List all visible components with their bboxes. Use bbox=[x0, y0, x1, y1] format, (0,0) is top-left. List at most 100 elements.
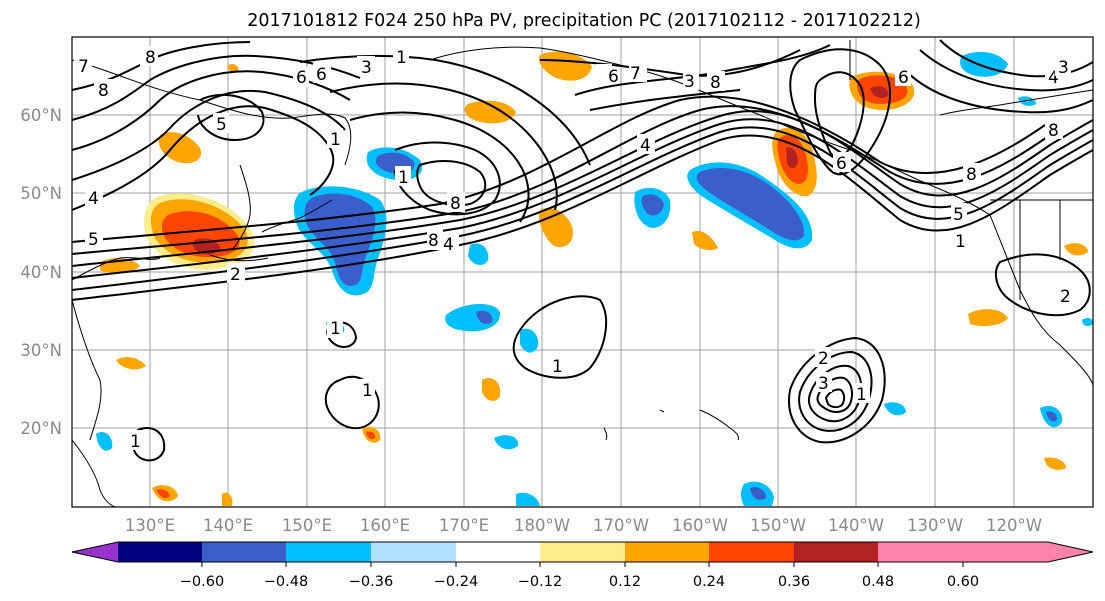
precip-area bbox=[445, 304, 501, 332]
contour-label: 8 bbox=[1048, 121, 1059, 141]
precip-area bbox=[222, 492, 233, 506]
lon-axis: 130°E 140°E 150°E 160°E 170°E 180°W 170°… bbox=[125, 516, 1042, 535]
contour-label: 6 bbox=[898, 68, 909, 88]
precip-area bbox=[366, 431, 376, 440]
contour-label: 4 bbox=[1048, 68, 1059, 88]
label-mask bbox=[629, 62, 647, 82]
precip-area bbox=[464, 100, 516, 124]
precip-area bbox=[968, 309, 1008, 326]
precip-area bbox=[468, 243, 489, 265]
precip-area bbox=[516, 492, 540, 506]
colorbar-extend-min bbox=[72, 542, 118, 562]
colorbar-tick-label: −0.36 bbox=[349, 574, 393, 590]
contour-label: 2 bbox=[818, 349, 829, 369]
precip-area bbox=[538, 51, 592, 81]
label-mask bbox=[683, 70, 699, 90]
contour-label: 1 bbox=[330, 319, 341, 339]
precip-area bbox=[692, 230, 718, 251]
label-mask bbox=[85, 187, 103, 207]
label-mask bbox=[94, 79, 112, 99]
label-mask bbox=[359, 379, 375, 399]
precip-area bbox=[1018, 96, 1036, 106]
label-mask bbox=[963, 163, 981, 183]
precip-area bbox=[476, 310, 493, 324]
contour-label: 1 bbox=[130, 432, 141, 452]
contour-label: 6 bbox=[836, 154, 847, 174]
colorbar-tick-label: 0.24 bbox=[693, 574, 725, 590]
label-mask bbox=[707, 71, 725, 91]
colorbar-tick-label: 0.60 bbox=[947, 574, 979, 590]
precip-area bbox=[1046, 411, 1058, 422]
lat-label: 40°N bbox=[20, 263, 62, 282]
colorbar-segment bbox=[878, 542, 963, 562]
map-frame bbox=[71, 36, 1094, 508]
precip-area bbox=[116, 357, 146, 370]
colorbar-tick-label: 0.48 bbox=[862, 574, 894, 590]
label-mask bbox=[213, 113, 229, 133]
colorbar-segment bbox=[286, 542, 371, 562]
contour-label: 3 bbox=[1058, 58, 1069, 78]
contour-label: 1 bbox=[398, 168, 409, 188]
contour-label: 2 bbox=[1060, 287, 1071, 307]
pv-contours bbox=[71, 39, 1094, 462]
contour-label: 1 bbox=[330, 130, 341, 150]
precip-area bbox=[161, 211, 240, 258]
precip-area bbox=[494, 435, 519, 450]
precip-area bbox=[1064, 243, 1088, 256]
colorbar-segment bbox=[709, 542, 794, 562]
precip-area bbox=[641, 194, 664, 216]
lat-axis: 60°N 50°N 40°N 30°N 20°N bbox=[20, 106, 62, 438]
label-mask bbox=[854, 383, 870, 403]
contour-label: 1 bbox=[362, 381, 373, 401]
lon-label: 160°E bbox=[360, 516, 410, 535]
contour-label: 3 bbox=[361, 58, 372, 78]
lat-label: 30°N bbox=[20, 341, 62, 360]
label-mask bbox=[895, 66, 911, 86]
label-mask bbox=[127, 430, 143, 450]
precip-area bbox=[1044, 457, 1066, 470]
colorbar-tick-label: −0.48 bbox=[264, 574, 308, 590]
label-mask bbox=[395, 166, 411, 186]
label-mask bbox=[293, 67, 309, 87]
lon-label: 170°W bbox=[593, 516, 649, 535]
contour-label: 4 bbox=[88, 189, 99, 209]
colorbar-segment bbox=[118, 542, 202, 562]
label-mask bbox=[1057, 285, 1075, 305]
precip-area bbox=[520, 328, 539, 353]
label-mask bbox=[140, 46, 158, 66]
label-mask bbox=[327, 128, 343, 148]
colorbar-segment bbox=[540, 542, 625, 562]
contour-label: 6 bbox=[316, 65, 327, 85]
contour-label: 1 bbox=[552, 357, 563, 377]
label-mask bbox=[1045, 119, 1063, 139]
label-mask bbox=[313, 63, 331, 83]
contour-label: 5 bbox=[953, 205, 964, 225]
colorbar-tick-label: −0.60 bbox=[180, 574, 224, 590]
contour-label: 8 bbox=[428, 231, 439, 251]
label-mask bbox=[951, 203, 967, 223]
label-mask bbox=[357, 56, 375, 76]
contour-label: 6 bbox=[296, 68, 307, 88]
label-mask bbox=[816, 372, 832, 392]
precip-area bbox=[884, 402, 906, 416]
label-mask bbox=[74, 54, 92, 74]
label-mask bbox=[85, 228, 103, 248]
lon-label: 170°E bbox=[439, 516, 489, 535]
label-mask bbox=[443, 234, 459, 254]
label-mask bbox=[953, 230, 969, 250]
label-mask bbox=[549, 355, 565, 375]
colorbar-tick-label: 0.36 bbox=[778, 574, 810, 590]
precip-area bbox=[96, 431, 113, 451]
lon-label: 140°W bbox=[828, 516, 884, 535]
precip-area bbox=[870, 86, 889, 98]
precip-area bbox=[158, 132, 202, 164]
contour-label: 3 bbox=[684, 72, 695, 92]
contour-label: 5 bbox=[216, 115, 227, 135]
contour-label: 7 bbox=[630, 64, 641, 84]
contour-label: 4 bbox=[443, 235, 454, 255]
contour-label: 2 bbox=[230, 265, 241, 285]
colorbar-segment bbox=[202, 542, 286, 562]
precip-area bbox=[482, 377, 501, 401]
contour-label: 1 bbox=[955, 232, 966, 252]
lon-label: 120°W bbox=[986, 516, 1042, 535]
